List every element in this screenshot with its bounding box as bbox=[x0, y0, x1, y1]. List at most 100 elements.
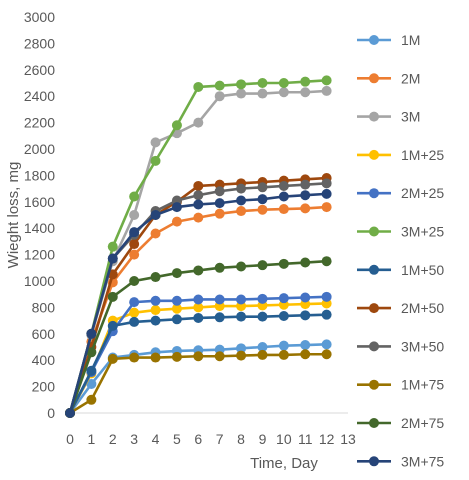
data-point bbox=[300, 190, 311, 201]
legend-label: 1M bbox=[401, 32, 420, 48]
data-point bbox=[193, 312, 204, 323]
data-point bbox=[321, 256, 332, 267]
data-point bbox=[278, 340, 289, 351]
data-point bbox=[150, 228, 161, 239]
x-tick-label: 7 bbox=[216, 431, 224, 447]
data-point bbox=[214, 198, 225, 209]
data-point bbox=[129, 227, 140, 238]
legend-label: 2M+75 bbox=[401, 415, 444, 431]
data-point bbox=[129, 297, 140, 308]
data-point bbox=[171, 202, 182, 213]
data-point bbox=[150, 315, 161, 326]
data-point bbox=[150, 272, 161, 283]
series-3m-plus-25 bbox=[65, 75, 332, 418]
data-point bbox=[193, 180, 204, 191]
y-tick-label: 2000 bbox=[24, 141, 55, 157]
data-point bbox=[171, 216, 182, 227]
legend-label: 3M+25 bbox=[401, 224, 444, 240]
data-point bbox=[214, 294, 225, 305]
data-point bbox=[300, 203, 311, 214]
series-group bbox=[65, 75, 332, 418]
data-point bbox=[300, 76, 311, 87]
x-axis-title: Time, Day bbox=[250, 455, 318, 472]
series-1m bbox=[65, 339, 332, 418]
data-point bbox=[300, 87, 311, 98]
legend-item: 1M+75 bbox=[357, 377, 444, 393]
data-point bbox=[236, 294, 247, 305]
data-point bbox=[236, 350, 247, 361]
data-point bbox=[278, 78, 289, 88]
y-tick-label: 2600 bbox=[24, 62, 55, 78]
data-point bbox=[129, 316, 140, 327]
y-tick-label: 2200 bbox=[24, 115, 55, 131]
data-point bbox=[236, 79, 247, 90]
data-point bbox=[278, 204, 289, 215]
data-point bbox=[321, 85, 332, 96]
data-point bbox=[236, 311, 247, 322]
data-point bbox=[129, 352, 140, 363]
data-point bbox=[257, 349, 268, 360]
legend-label: 1M+50 bbox=[401, 262, 444, 278]
data-point bbox=[300, 340, 311, 351]
series-3m-plus-75 bbox=[65, 188, 332, 418]
data-point bbox=[257, 204, 268, 215]
data-point bbox=[321, 178, 332, 189]
data-point bbox=[257, 311, 268, 322]
data-point bbox=[278, 191, 289, 202]
x-tick-labels: 0 1 2 3 4 5 6 7 8 9 10 11 12 13 bbox=[66, 431, 356, 447]
data-point bbox=[65, 408, 75, 418]
legend-label: 1M+75 bbox=[401, 377, 444, 393]
x-tick-label: 12 bbox=[319, 431, 335, 447]
data-point bbox=[129, 276, 140, 286]
data-point bbox=[86, 328, 97, 339]
data-point bbox=[129, 249, 140, 260]
legend-swatch-marker bbox=[369, 303, 379, 314]
data-point bbox=[107, 353, 118, 364]
legend-item: 1M+25 bbox=[357, 147, 444, 163]
data-point bbox=[129, 210, 140, 220]
y-tick-label: 0 bbox=[47, 405, 55, 421]
legend-item: 1M bbox=[357, 32, 420, 48]
data-point bbox=[257, 260, 268, 271]
data-point bbox=[278, 258, 289, 269]
y-tick-label: 400 bbox=[32, 352, 56, 368]
data-point bbox=[86, 394, 97, 405]
data-point bbox=[86, 365, 97, 376]
y-tick-label: 600 bbox=[32, 326, 56, 342]
data-point bbox=[214, 80, 225, 91]
x-tick-label: 4 bbox=[152, 431, 160, 447]
legend: 1M 2M 3M 1M+25 2M+25 3M+25 1M+50 2M+50 3M+50 1M+7… bbox=[357, 32, 444, 469]
data-point bbox=[150, 137, 161, 148]
legend-swatch-marker bbox=[369, 379, 379, 390]
legend-swatch-marker bbox=[369, 226, 379, 237]
data-point bbox=[193, 351, 204, 362]
data-point bbox=[193, 199, 204, 210]
data-point bbox=[214, 186, 225, 197]
legend-item: 3M+50 bbox=[357, 338, 444, 354]
legend-item: 2M+75 bbox=[357, 415, 444, 431]
data-point bbox=[150, 352, 161, 363]
legend-swatch-marker bbox=[369, 341, 379, 352]
legend-swatch-marker bbox=[369, 149, 379, 160]
data-point bbox=[257, 293, 268, 304]
data-point bbox=[107, 241, 118, 252]
legend-label: 3M+75 bbox=[401, 453, 444, 469]
data-point bbox=[300, 257, 311, 268]
data-point bbox=[278, 310, 289, 321]
y-tick-label: 1800 bbox=[24, 167, 55, 183]
y-tick-label: 800 bbox=[32, 299, 56, 315]
legend-item: 3M bbox=[357, 109, 420, 125]
data-point bbox=[278, 180, 289, 191]
series-2m-plus-75 bbox=[65, 256, 332, 418]
x-tick-label: 3 bbox=[130, 431, 138, 447]
legend-swatch-marker bbox=[369, 111, 379, 122]
data-point bbox=[193, 81, 204, 92]
data-point bbox=[193, 294, 204, 305]
data-point bbox=[300, 349, 311, 360]
legend-swatch-marker bbox=[369, 188, 379, 199]
y-tick-label: 2800 bbox=[24, 35, 55, 51]
data-point bbox=[86, 378, 97, 389]
legend-label: 2M bbox=[401, 70, 420, 86]
data-point bbox=[321, 309, 332, 320]
data-point bbox=[150, 305, 161, 316]
